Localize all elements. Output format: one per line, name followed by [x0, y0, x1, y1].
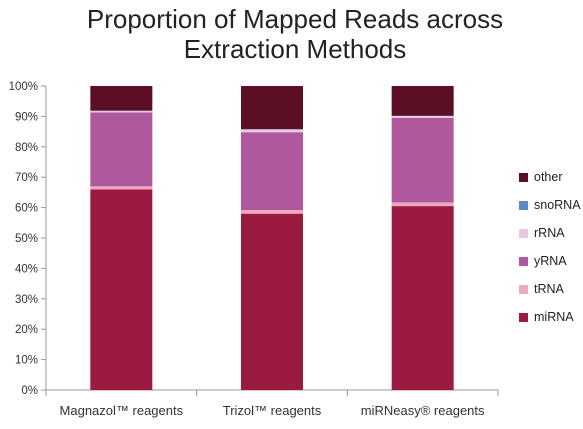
bar-segment-trna — [391, 202, 454, 207]
bar-segment-yrna — [90, 112, 153, 187]
chart-legend: other snoRNA rRNA yRNA tRNA miRNA — [519, 170, 581, 324]
bar-segment-other — [391, 86, 454, 116]
bar-segment-other — [241, 86, 303, 130]
y-tick-label: 0% — [21, 385, 38, 397]
y-tick-label: 10% — [15, 355, 38, 367]
bar-segment-trna — [90, 186, 153, 190]
bar-segment-rrna — [241, 129, 303, 133]
legend-swatch-other — [519, 173, 528, 182]
bar-segment-mirna — [391, 206, 454, 390]
bar-segment-yrna — [241, 132, 303, 211]
y-tick-label: 30% — [15, 294, 38, 306]
legend-swatch-snorna — [519, 201, 528, 210]
y-tick-label: 100% — [9, 81, 38, 93]
y-tick-label: 70% — [15, 172, 38, 184]
bar-segment-yrna — [391, 117, 454, 203]
chart-bars — [90, 86, 454, 390]
legend-label-trna: tRNA — [534, 282, 565, 296]
legend-swatch-mirna — [519, 313, 528, 322]
x-category-label: Magnazol™ reagents — [60, 403, 184, 418]
x-category-label: Trizol™ reagents — [223, 403, 322, 418]
y-tick-label: 20% — [15, 324, 38, 336]
chart-title-line-1: Proportion of Mapped Reads across — [87, 4, 503, 34]
legend-swatch-trna — [519, 285, 528, 294]
x-category-label: miRNeasy® reagents — [361, 403, 485, 418]
y-tick-label: 40% — [15, 263, 38, 275]
legend-label-yrna: yRNA — [534, 254, 567, 268]
bar-segment-other — [90, 86, 153, 111]
legend-swatch-yrna — [519, 257, 528, 266]
legend-label-other: other — [534, 170, 563, 184]
bar-segment-trna — [241, 210, 303, 214]
bar-segment-rrna — [90, 110, 153, 113]
y-tick-label: 90% — [15, 111, 38, 123]
legend-swatch-rrna — [519, 229, 528, 238]
legend-label-mirna: miRNA — [534, 310, 574, 324]
y-tick-label: 50% — [15, 233, 38, 245]
bar-segment-rrna — [391, 116, 454, 118]
chart-title-line-2: Extraction Methods — [184, 34, 407, 64]
y-tick-label: 80% — [15, 142, 38, 154]
bar-segment-mirna — [90, 189, 153, 390]
y-tick-label: 60% — [15, 203, 38, 215]
legend-label-snorna: snoRNA — [534, 198, 581, 212]
bar-segment-mirna — [241, 213, 303, 390]
legend-label-rrna: rRNA — [534, 226, 565, 240]
